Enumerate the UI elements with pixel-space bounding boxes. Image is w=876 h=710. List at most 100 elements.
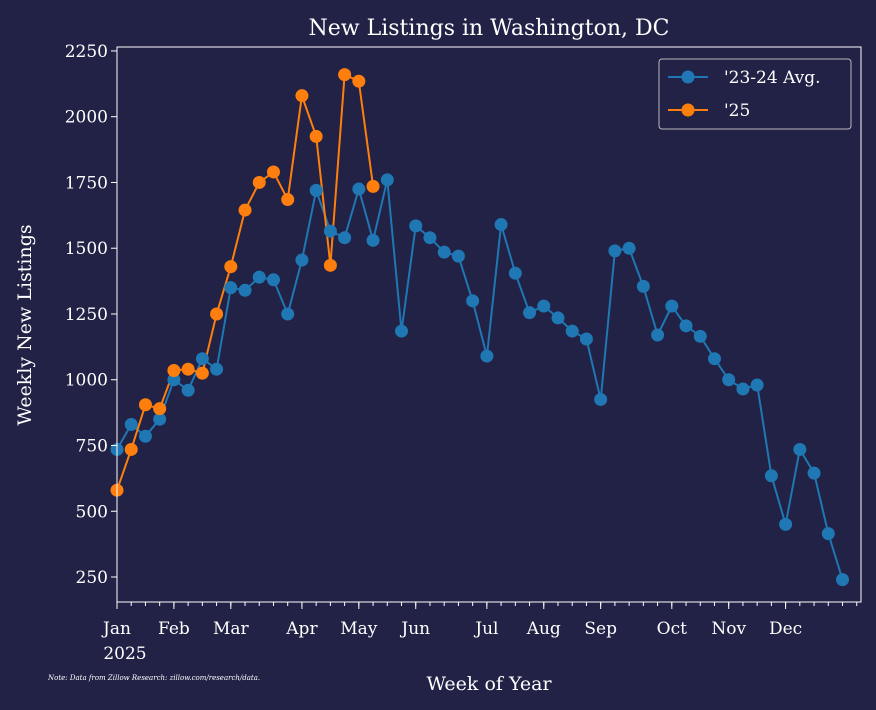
data-point [523,306,537,320]
data-point [423,231,437,245]
data-point [181,362,195,376]
data-point [579,332,593,346]
data-point [338,231,352,245]
data-point [480,349,494,363]
data-point [395,324,409,338]
data-point [437,245,451,259]
data-point [281,307,295,321]
x-year-label: 2025 [103,644,146,664]
data-point [750,378,764,392]
data-point [167,373,181,387]
data-point [338,68,352,82]
data-point [366,233,380,247]
data-point [138,398,152,412]
data-point [636,279,650,293]
data-point [167,364,181,378]
data-point [295,253,309,267]
y-tick-label: 1250 [65,305,108,325]
x-tick-label: Jun [399,619,430,639]
y-tick-label: 1500 [65,239,108,259]
data-point [537,299,551,313]
legend-marker [681,70,695,84]
x-tick-label: Jan [101,619,131,639]
data-source-note: Note: Data from Zillow Research: zillow.… [47,674,260,682]
data-point [210,362,224,376]
data-point [224,260,238,274]
data-point [238,203,252,217]
data-point [181,383,195,397]
data-point [380,173,394,187]
data-point [409,219,423,233]
data-point [252,175,266,189]
data-point [736,382,750,396]
data-point [238,283,252,297]
data-point [352,182,366,196]
data-point [779,517,793,531]
y-tick-label: 500 [76,502,108,522]
x-tick-label: Feb [158,619,190,639]
data-point [266,165,280,179]
x-axis-ticks: Jan Feb Mar Apr May Jun Jul Aug Sep Oct Nov Dec [101,602,858,639]
series-line-0 [116,178,844,580]
data-point [707,352,721,366]
data-point [309,183,323,197]
plot-frame [116,46,862,603]
legend-label: '23-24 Avg. [724,68,821,88]
legend-label: '25 [724,101,750,121]
data-point [366,179,380,193]
x-tick-label: Dec [769,619,802,639]
data-point [508,266,522,280]
data-point [608,244,622,258]
data-point [807,466,821,480]
x-tick-label: Mar [213,619,250,639]
data-point [323,258,337,272]
data-point [309,129,323,143]
data-point [821,527,835,541]
data-point [466,294,480,308]
data-point [210,307,224,321]
data-point [594,392,608,406]
data-point [281,193,295,207]
y-tick-label: 250 [76,568,108,588]
data-point [124,417,138,431]
x-tick-label: Sep [584,619,617,639]
data-point [224,281,238,295]
data-point [323,224,337,238]
data-point [693,329,707,343]
data-point [679,319,693,333]
data-point [124,442,138,456]
data-point [764,469,778,483]
y-tick-label: 2250 [65,42,108,62]
y-axis-label: Weekly New Listings [14,224,36,425]
data-point [195,352,209,366]
y-tick-label: 1750 [65,173,108,193]
y-tick-label: 750 [76,436,108,456]
data-point [352,74,366,88]
y-tick-label: 1000 [65,371,108,391]
data-point [551,311,565,325]
data-point [295,89,309,103]
x-tick-label: Nov [711,619,746,639]
data-point [793,442,807,456]
data-point [195,366,209,380]
data-point [622,241,636,255]
data-point [252,270,266,284]
legend: '23-24 Avg. '25 [658,58,852,130]
data-point [565,324,579,338]
data-point [836,573,850,587]
data-point [138,429,152,443]
x-tick-label: Apr [285,619,318,639]
data-point [665,299,679,313]
x-tick-label: Jul [473,619,498,639]
data-point [266,273,280,287]
data-point [153,412,167,426]
plot-points [110,68,850,587]
y-tick-label: 2000 [65,108,108,128]
data-point [722,373,736,387]
data-point [153,402,167,416]
y-axis-ticks: 250 500 750 1000 1250 1500 1750 2000 2250 [65,42,117,588]
data-point [451,249,465,263]
x-tick-label: May [340,619,378,639]
x-axis-label: Week of Year [426,673,552,695]
chart-title: New Listings in Washington, DC [309,16,670,41]
